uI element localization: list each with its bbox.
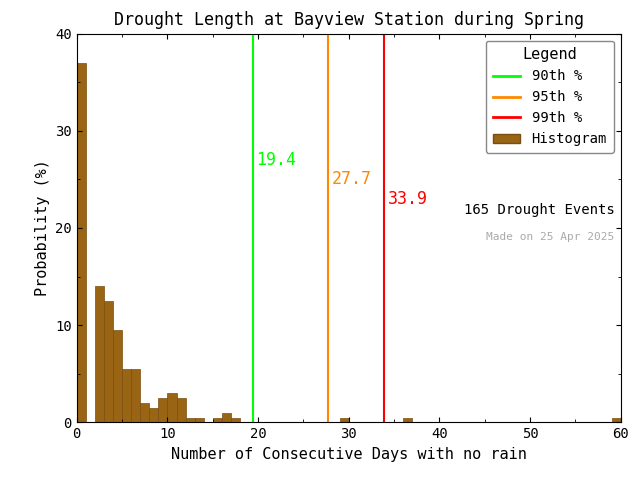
Bar bbox=[177, 398, 186, 422]
Bar bbox=[612, 418, 621, 422]
Bar bbox=[122, 369, 131, 422]
Bar bbox=[168, 393, 177, 422]
Text: 19.4: 19.4 bbox=[256, 151, 296, 169]
X-axis label: Number of Consecutive Days with no rain: Number of Consecutive Days with no rain bbox=[171, 447, 527, 462]
Bar bbox=[186, 418, 195, 422]
Bar bbox=[231, 418, 240, 422]
Bar bbox=[158, 398, 168, 422]
Title: Drought Length at Bayview Station during Spring: Drought Length at Bayview Station during… bbox=[114, 11, 584, 29]
Y-axis label: Probability (%): Probability (%) bbox=[35, 159, 50, 297]
Bar bbox=[403, 418, 412, 422]
Text: 33.9: 33.9 bbox=[388, 190, 428, 208]
Bar bbox=[195, 418, 204, 422]
Bar bbox=[340, 418, 349, 422]
Bar bbox=[113, 330, 122, 422]
Text: 165 Drought Events: 165 Drought Events bbox=[463, 203, 614, 217]
Legend: 90th %, 95th %, 99th %, Histogram: 90th %, 95th %, 99th %, Histogram bbox=[486, 40, 614, 153]
Text: Made on 25 Apr 2025: Made on 25 Apr 2025 bbox=[486, 232, 614, 242]
Text: 27.7: 27.7 bbox=[332, 170, 372, 188]
Bar bbox=[140, 403, 149, 422]
Bar bbox=[95, 286, 104, 422]
Bar bbox=[149, 408, 158, 422]
Bar bbox=[77, 63, 86, 422]
Bar bbox=[222, 413, 231, 422]
Bar bbox=[131, 369, 140, 422]
Bar bbox=[104, 301, 113, 422]
Bar bbox=[212, 418, 222, 422]
